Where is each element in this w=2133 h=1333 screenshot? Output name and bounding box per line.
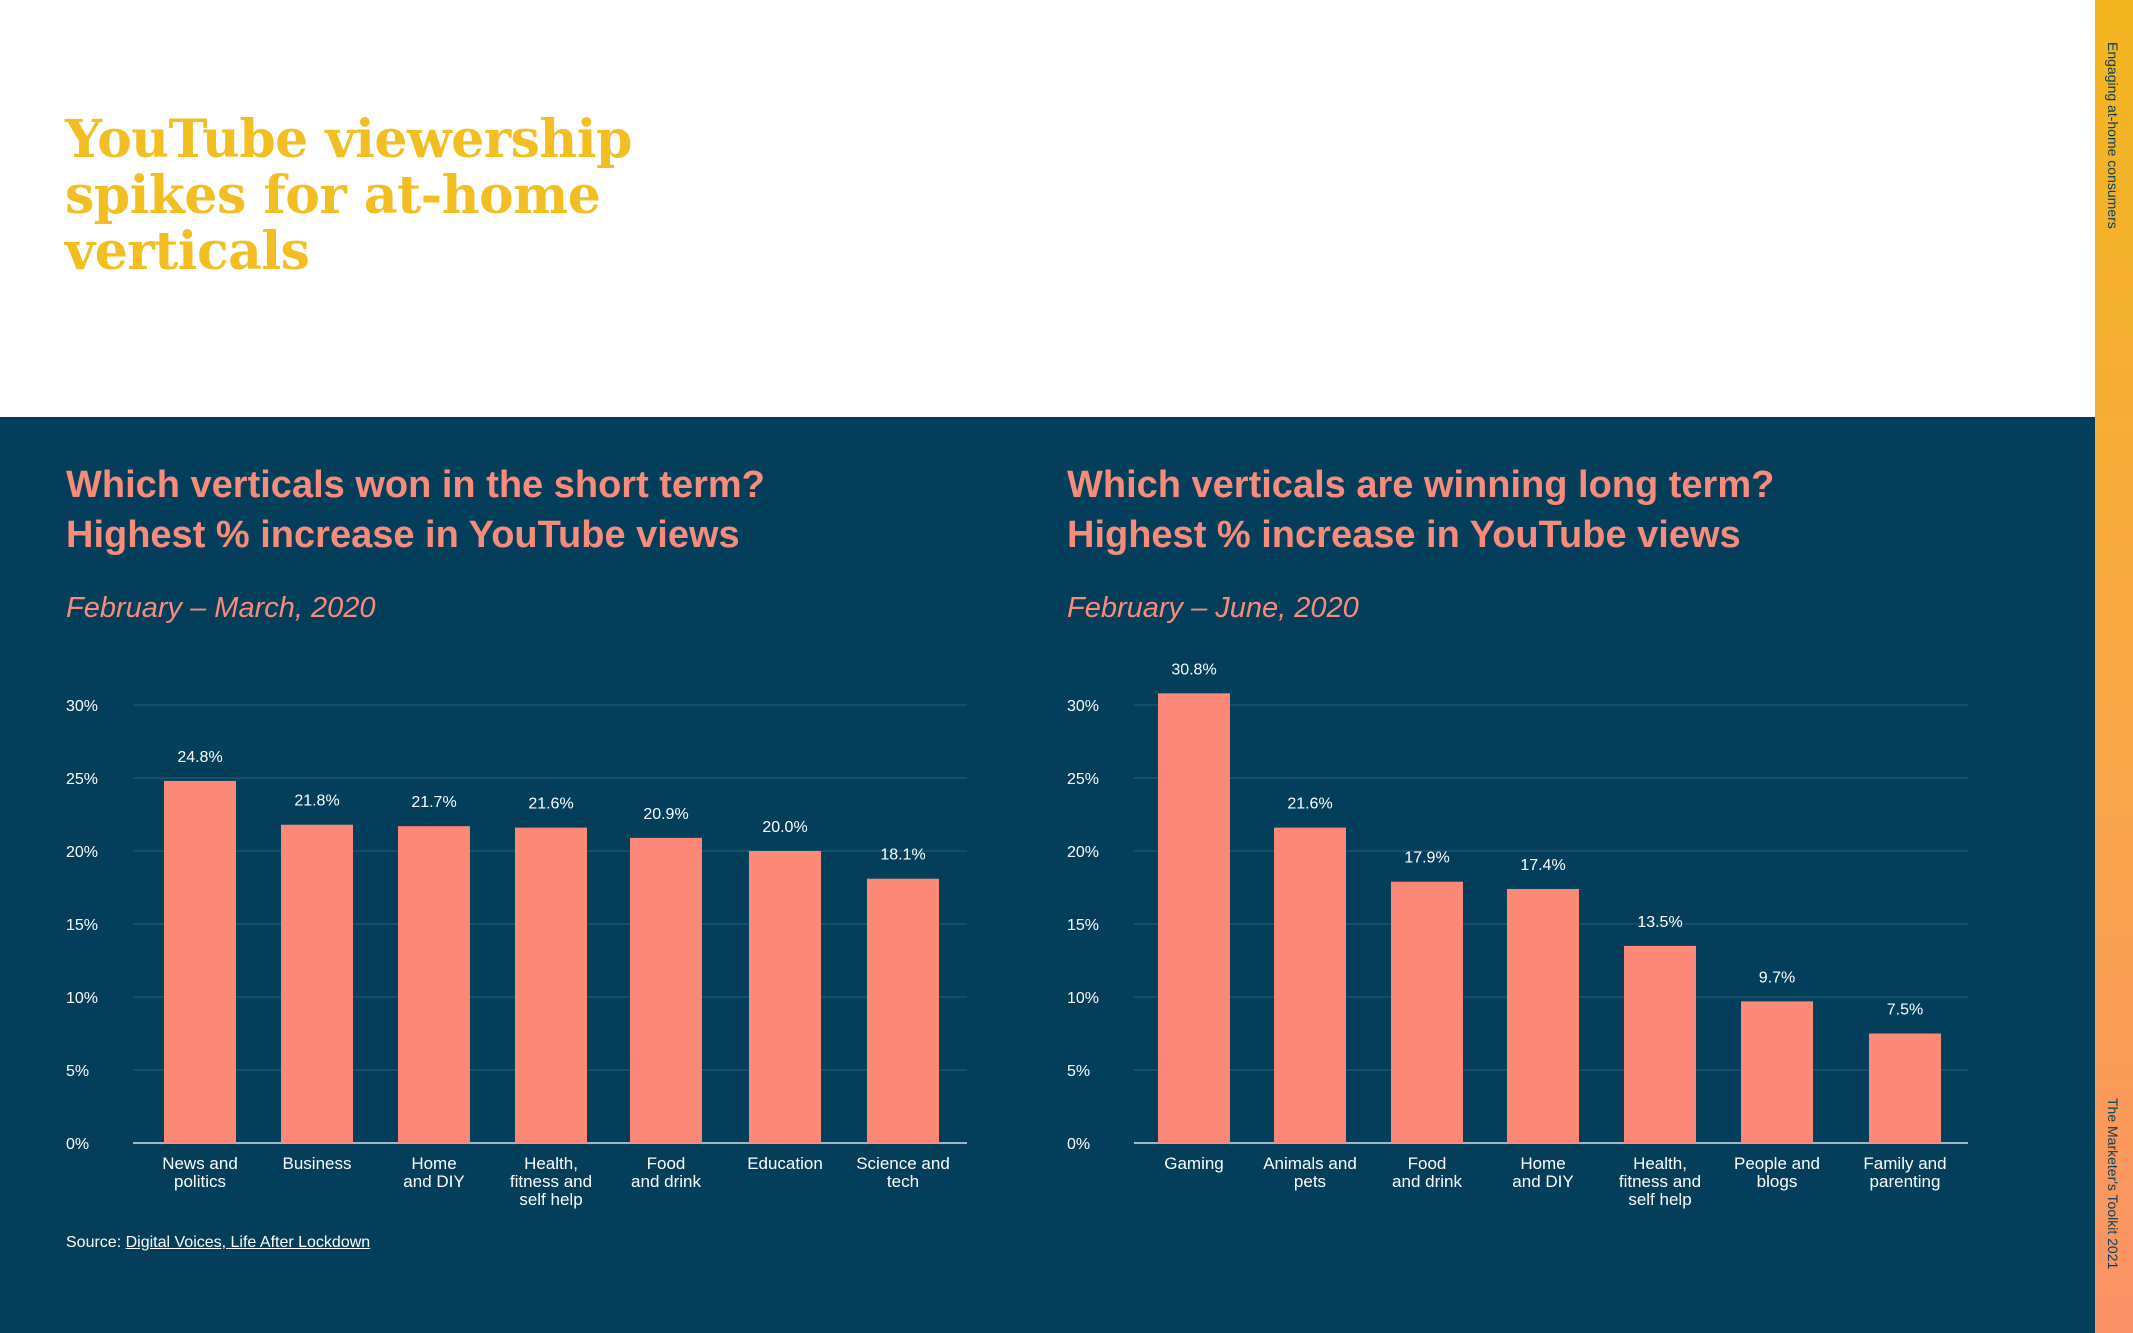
category-label: Food xyxy=(1408,1154,1447,1173)
bar-value-label: 30.8% xyxy=(1171,661,1216,678)
y-tick-label: 10% xyxy=(1067,990,1099,1007)
chart-right-title-line2: Highest % increase in YouTube views xyxy=(1067,514,1741,556)
category-label: pets xyxy=(1294,1172,1326,1191)
y-tick-label: 0% xyxy=(66,1136,89,1153)
category-label: and drink xyxy=(631,1172,701,1191)
category-label: Food xyxy=(647,1154,686,1173)
y-tick-label: 15% xyxy=(1067,917,1099,934)
category-label: tech xyxy=(887,1172,919,1191)
bar xyxy=(867,878,939,1143)
y-tick-label: 5% xyxy=(1067,1063,1090,1080)
category-label: self help xyxy=(519,1190,582,1209)
bar-value-label: 21.6% xyxy=(528,796,573,813)
chart-left-subtitle: February – March, 2020 xyxy=(66,592,376,624)
category-label: fitness and xyxy=(1619,1172,1701,1191)
category-label: News and xyxy=(162,1154,238,1173)
bar-value-label: 24.8% xyxy=(177,749,222,766)
side-accent-bar xyxy=(2095,0,2133,1333)
category-label: and DIY xyxy=(1512,1172,1573,1191)
bar-value-label: 21.7% xyxy=(411,794,456,811)
category-label: politics xyxy=(174,1172,226,1191)
bar xyxy=(1507,888,1579,1143)
bar-value-label: 20.0% xyxy=(762,819,807,836)
y-tick-label: 5% xyxy=(66,1063,89,1080)
bar xyxy=(749,851,821,1143)
category-label: Gaming xyxy=(1164,1154,1224,1173)
category-label: Business xyxy=(283,1154,352,1173)
bar-value-label: 21.6% xyxy=(1287,796,1332,813)
bar xyxy=(1869,1033,1941,1143)
chart-left-heading: Which verticals won in the short term? H… xyxy=(66,460,1026,560)
side-publication-label: The Marketer's Toolkit 2021 xyxy=(2105,1098,2121,1270)
category-label: self help xyxy=(1628,1190,1691,1209)
y-tick-label: 0% xyxy=(1067,1136,1090,1153)
bar xyxy=(1391,881,1463,1143)
bar xyxy=(1624,945,1696,1143)
bar xyxy=(630,837,702,1143)
side-section-label: Engaging at-home consumers xyxy=(2105,42,2121,229)
y-tick-label: 20% xyxy=(1067,844,1099,861)
category-label: Science and xyxy=(856,1154,950,1173)
header-area: YouTube viewership spikes for at-home ve… xyxy=(0,0,2095,417)
chart-right-title: Which verticals are winning long term? xyxy=(1067,464,1775,506)
bar xyxy=(164,780,236,1143)
category-label: Home xyxy=(1520,1154,1565,1173)
chart-left-title-line2: Highest % increase in YouTube views xyxy=(66,514,740,556)
bar-value-label: 17.4% xyxy=(1520,857,1565,874)
bar xyxy=(515,827,587,1143)
bar xyxy=(281,824,353,1143)
bar-value-label: 13.5% xyxy=(1637,914,1682,931)
category-label: blogs xyxy=(1757,1172,1798,1191)
category-label: parenting xyxy=(1870,1172,1941,1191)
bar xyxy=(1274,827,1346,1143)
bar-value-label: 7.5% xyxy=(1887,1002,1923,1019)
y-tick-label: 15% xyxy=(66,917,98,934)
source-note: Source: Digital Voices, Life After Lockd… xyxy=(66,1234,370,1252)
category-label: People and xyxy=(1734,1154,1820,1173)
category-label: Health, xyxy=(1633,1154,1687,1173)
page-title: YouTube viewership spikes for at-home ve… xyxy=(65,109,632,282)
category-label: Family and xyxy=(1863,1154,1946,1173)
bar-value-label: 21.8% xyxy=(294,793,339,810)
source-prefix: Source: xyxy=(66,1234,122,1251)
source-link[interactable]: Digital Voices, Life After Lockdown xyxy=(125,1234,371,1251)
y-tick-label: 25% xyxy=(66,771,98,788)
bar-value-label: 9.7% xyxy=(1759,969,1795,986)
y-tick-label: 25% xyxy=(1067,771,1099,788)
y-tick-label: 30% xyxy=(66,698,98,715)
bar xyxy=(1741,1001,1813,1143)
y-tick-label: 10% xyxy=(66,990,98,1007)
chart-left: 0% 5% 10% 15% 20% 25% 30% 24.8% News andpolitics… xyxy=(66,698,967,1209)
bar-value-label: 17.9% xyxy=(1404,850,1449,867)
category-label: fitness and xyxy=(510,1172,592,1191)
bar-value-label: 18.1% xyxy=(880,847,925,864)
category-label: Education xyxy=(747,1154,823,1173)
chart-right-heading: Which verticals are winning long term? H… xyxy=(1067,460,2027,560)
category-label: Health, xyxy=(524,1154,578,1173)
bar xyxy=(398,826,470,1143)
category-label: Animals and xyxy=(1263,1154,1357,1173)
category-label: Home xyxy=(411,1154,456,1173)
bar-value-label: 20.9% xyxy=(643,806,688,823)
category-label: and drink xyxy=(1392,1172,1462,1191)
category-label: and DIY xyxy=(403,1172,464,1191)
chart-left-title: Which verticals won in the short term? xyxy=(66,464,765,506)
chart-right: 0% 5% 10% 15% 20% 25% 30% 30.8% Gaming 21.6% Anima… xyxy=(1067,661,1968,1209)
bar xyxy=(1158,693,1230,1143)
y-tick-label: 20% xyxy=(66,844,98,861)
y-tick-label: 30% xyxy=(1067,698,1099,715)
chart-right-subtitle: February – June, 2020 xyxy=(1067,592,1359,624)
